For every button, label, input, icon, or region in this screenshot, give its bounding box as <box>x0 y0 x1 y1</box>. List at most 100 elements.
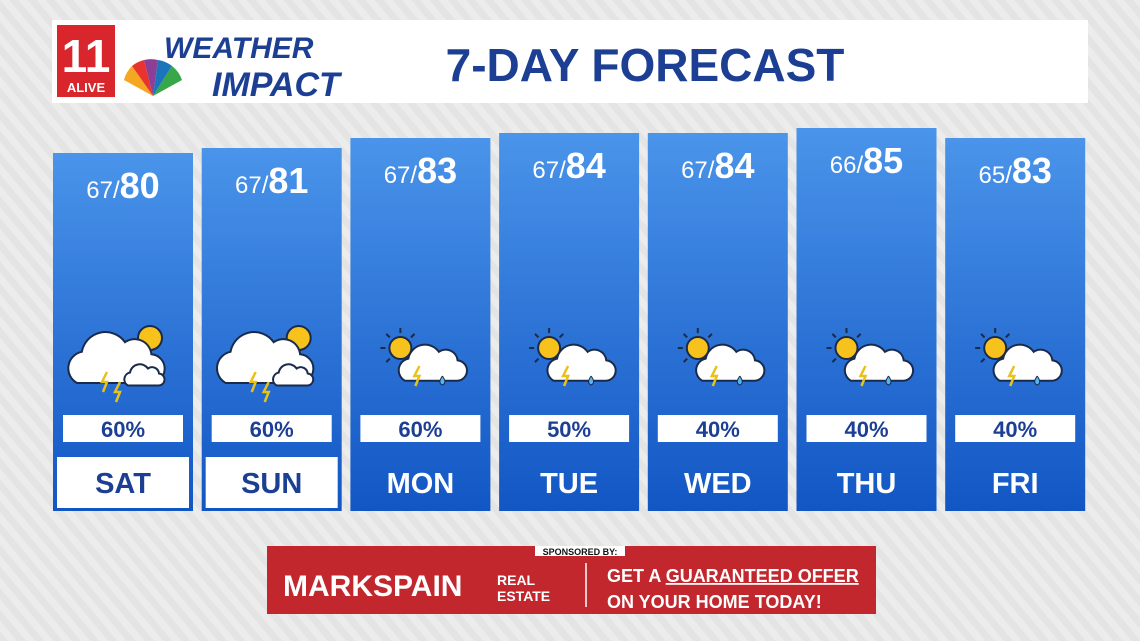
lightning <box>112 381 122 403</box>
low-temp: 67 <box>681 157 708 184</box>
sponsor-brand: MARKSPAIN <box>283 570 462 603</box>
day-column: 67/80 60% SAT <box>53 153 193 511</box>
column <box>796 128 937 511</box>
raindrop <box>736 375 743 386</box>
peacock <box>124 59 182 96</box>
day-name: WED <box>684 468 752 500</box>
brand-bottom: IMPACT <box>212 66 343 104</box>
sun-ray <box>682 357 688 363</box>
raindrop <box>439 375 446 386</box>
precip: 40% <box>993 417 1037 442</box>
low-temp: 65 <box>978 162 1005 189</box>
sun <box>388 336 413 360</box>
day-name: SAT <box>95 468 151 500</box>
sun-ray <box>707 333 713 339</box>
temp-separator: / <box>559 157 566 184</box>
low-temp: 67 <box>384 162 411 189</box>
sponsor-sub: ESTATE <box>497 588 550 604</box>
temps: 67/84 <box>681 145 754 186</box>
lightning <box>709 365 719 387</box>
high-temp: 83 <box>417 150 457 191</box>
temps: 67/81 <box>235 160 308 201</box>
precip-box <box>955 415 1076 442</box>
temps: 66/85 <box>830 140 903 181</box>
weather-icon <box>677 328 766 387</box>
precip: 40% <box>844 417 888 442</box>
sun-ray <box>980 357 986 363</box>
sun <box>834 336 859 360</box>
sponsor-line: ON YOUR HOME TODAY! <box>607 592 822 612</box>
logo-text: ALIVE <box>67 80 106 95</box>
precip: 60% <box>398 417 442 442</box>
lightning <box>412 365 422 387</box>
day-column: 67/84 50% TUE <box>499 133 640 511</box>
cloud <box>123 363 166 387</box>
sponsor-banner <box>267 546 876 614</box>
lightning <box>561 365 570 387</box>
day-column: 67/81 60% SUN <box>201 148 342 511</box>
raindrop <box>885 375 892 386</box>
raindrop <box>588 375 595 386</box>
temp-separator: / <box>1005 162 1012 189</box>
precip-box <box>509 415 630 442</box>
sun-ray <box>1005 333 1011 339</box>
precip-box <box>657 415 778 442</box>
sun-ray <box>856 333 862 339</box>
sun-ray <box>534 357 540 363</box>
high-temp: 81 <box>268 160 308 201</box>
day-name: THU <box>837 468 897 500</box>
column <box>945 138 1086 511</box>
sponsor-sub: REAL <box>497 572 536 588</box>
temp-separator: / <box>262 172 269 199</box>
temp-separator: / <box>856 152 863 179</box>
column <box>201 148 342 511</box>
low-temp: 66 <box>830 152 857 179</box>
weather-icon <box>380 328 468 387</box>
lightning <box>858 365 868 387</box>
raindrop <box>1034 375 1041 386</box>
sun-ray <box>831 333 837 339</box>
day-box <box>205 457 338 508</box>
sponsor-line: GET A GUARANTEED OFFER <box>607 566 859 586</box>
precip: 60% <box>101 417 145 442</box>
lightning <box>99 371 109 393</box>
day-column: 67/83 60% MON <box>350 138 491 511</box>
weather-icon <box>975 328 1063 387</box>
sun-ray <box>980 333 986 339</box>
low-temp: 67 <box>235 172 262 199</box>
high-temp: 80 <box>120 165 160 206</box>
column <box>350 138 491 511</box>
temps: 67/84 <box>532 145 605 186</box>
precip-box <box>360 415 481 442</box>
day-column: 66/85 40% THU <box>796 128 937 511</box>
sponsor-label: SPONSORED BY: <box>543 547 618 557</box>
precip: 40% <box>696 417 740 442</box>
temps: 67/83 <box>384 150 457 191</box>
sun-ray <box>534 333 540 339</box>
sun <box>983 336 1008 360</box>
precip-box <box>211 415 332 442</box>
high-temp: 83 <box>1012 150 1052 191</box>
temps: 65/83 <box>978 150 1051 191</box>
temps: 67/80 <box>86 165 159 206</box>
lightning <box>1007 365 1017 387</box>
precip-box <box>806 415 927 442</box>
high-temp: 85 <box>863 140 903 181</box>
lightning <box>261 381 271 403</box>
brand-top: WEATHER <box>164 32 314 65</box>
precip: 60% <box>250 417 294 442</box>
high-temp: 84 <box>714 145 754 186</box>
day-name: SUN <box>241 468 302 500</box>
day-name: MON <box>387 468 455 500</box>
sun-ray <box>410 333 416 339</box>
day-box <box>57 457 189 508</box>
cloud <box>272 363 315 387</box>
weather-icon <box>216 325 315 403</box>
sun-ray <box>682 333 688 339</box>
sun <box>537 336 562 360</box>
logo-number: 11 <box>62 30 111 82</box>
temp-separator: / <box>708 157 715 184</box>
low-temp: 67 <box>86 177 113 204</box>
day-column: 65/83 40% FRI <box>945 138 1086 511</box>
